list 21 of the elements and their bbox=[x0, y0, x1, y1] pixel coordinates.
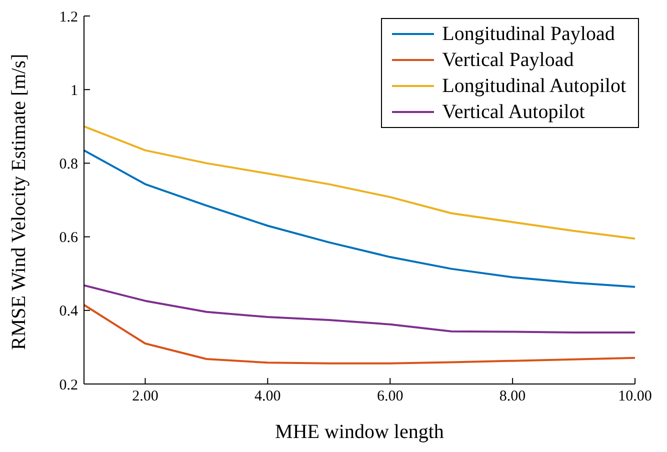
legend-label: Longitudinal Autopilot bbox=[442, 74, 626, 99]
y-axis-title: RMSE Wind Velocity Estimate [m/s] bbox=[8, 54, 30, 350]
x-tick-label: 4.00 bbox=[254, 388, 281, 405]
y-tick-label: 0.6 bbox=[59, 230, 78, 246]
legend-label: Longitudinal Payload bbox=[442, 22, 615, 47]
y-tick-label: 1.2 bbox=[59, 9, 78, 26]
line-series bbox=[84, 284, 635, 334]
x-tick-label: 6.00 bbox=[376, 388, 404, 405]
line-series bbox=[84, 304, 635, 364]
y-tick-label: 0.4 bbox=[59, 304, 78, 320]
x-axis-title: MHE window length bbox=[275, 421, 444, 443]
legend-label: Vertical Autopilot bbox=[442, 100, 585, 125]
y-tick-label: 1 bbox=[70, 82, 78, 99]
legend-label: Vertical Payload bbox=[442, 48, 574, 73]
x-tick-label: 8.00 bbox=[499, 388, 526, 405]
y-tick-label: 0.2 bbox=[59, 377, 78, 394]
line-series bbox=[84, 149, 635, 288]
line-series bbox=[84, 125, 635, 240]
x-tick-label: 2.00 bbox=[132, 388, 158, 405]
y-tick-label: 0.8 bbox=[59, 156, 78, 173]
x-tick-label: 10.00 bbox=[618, 388, 652, 405]
